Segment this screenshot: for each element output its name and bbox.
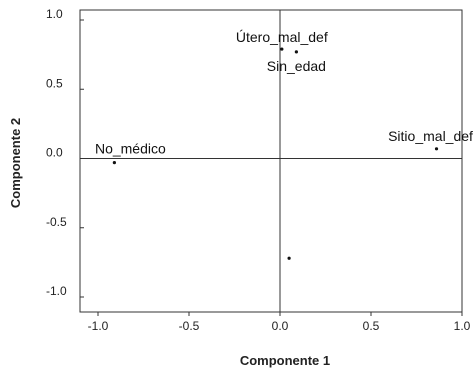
y-tick-label: 1.0 bbox=[46, 7, 63, 21]
x-tick-label: 0.5 bbox=[363, 319, 380, 333]
data-point bbox=[434, 147, 439, 151]
data-point bbox=[294, 50, 298, 54]
x-tick-label: 0.0 bbox=[272, 319, 289, 333]
plot-frame bbox=[79, 9, 463, 313]
y-tick-label: 0.5 bbox=[46, 76, 63, 90]
y-axis-title: Componente 2 bbox=[8, 118, 23, 208]
y-tick-label: 0.0 bbox=[46, 146, 63, 160]
data-point-label: Útero_mal_def bbox=[236, 29, 328, 45]
y-tick-label: -1.0 bbox=[46, 284, 67, 298]
data-point bbox=[112, 161, 116, 165]
data-point-label: No_médico bbox=[95, 141, 166, 157]
y-tick-label: -0.5 bbox=[46, 215, 67, 229]
x-tick-label: 1.0 bbox=[454, 319, 471, 333]
x-tick-label: -1.0 bbox=[88, 319, 109, 333]
x-axis-title: Componente 1 bbox=[240, 353, 330, 368]
data-point bbox=[280, 47, 284, 51]
data-point-label: Sitio_mal_def bbox=[388, 128, 473, 144]
data-point-label: Sin_edad bbox=[267, 58, 326, 74]
x-tick-label: -0.5 bbox=[179, 319, 200, 333]
data-point bbox=[287, 256, 291, 260]
